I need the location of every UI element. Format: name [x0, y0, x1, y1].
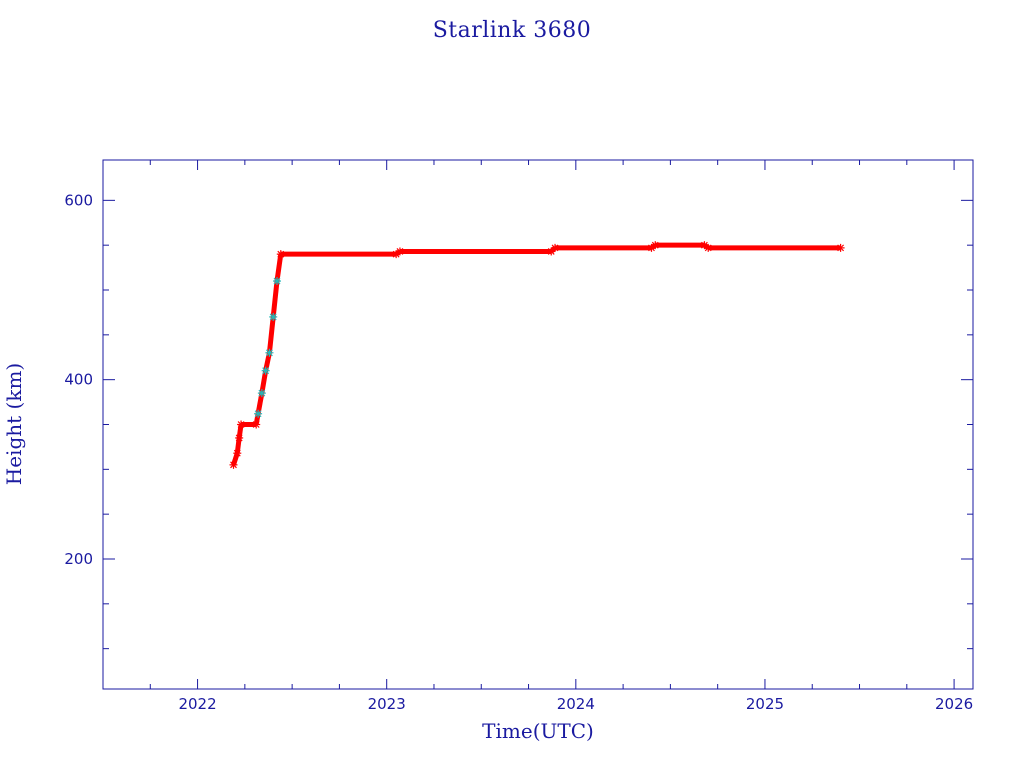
data-point: [235, 433, 244, 442]
plot-frame: [102, 159, 974, 690]
data-point: [261, 366, 270, 375]
data-point: [265, 348, 274, 357]
data-point: [651, 241, 660, 250]
y-axis-label: Height (km): [2, 363, 26, 485]
data-point: [254, 409, 263, 418]
data-point: [269, 312, 278, 321]
y-tick-label: 200: [64, 550, 93, 568]
data-point: [252, 420, 261, 429]
data-point: [276, 250, 285, 259]
x-tick-label: 2024: [557, 695, 595, 713]
x-tick-label: 2026: [935, 695, 973, 713]
data-point: [237, 420, 246, 429]
data-point: [704, 243, 713, 252]
data-segment: [263, 352, 272, 372]
data-segment: [266, 316, 276, 354]
x-tick-label: 2022: [178, 695, 216, 713]
chart-title: Starlink 3680: [433, 18, 592, 43]
data-point: [273, 277, 281, 286]
data-layer: [229, 241, 845, 469]
data-segment: [231, 452, 240, 466]
data-segment: [255, 392, 265, 415]
data-point: [551, 243, 560, 252]
data-segment: [274, 253, 284, 282]
y-tick-label: 400: [64, 371, 93, 389]
y-tick-label: 600: [64, 191, 93, 209]
data-point: [229, 460, 238, 469]
axis-ticks: 2022 2023 2024 2025 2026 200 400 600: [64, 160, 973, 713]
data-point: [392, 250, 401, 259]
data-point: [395, 247, 404, 256]
data-segment: [270, 280, 280, 318]
data-segment: [259, 370, 269, 394]
data-point: [257, 389, 266, 398]
data-point: [836, 243, 845, 252]
data-point: [233, 449, 242, 458]
x-tick-label: 2025: [746, 695, 784, 713]
x-axis-label: Time(UTC): [482, 719, 594, 743]
x-tick-label: 2023: [368, 695, 406, 713]
